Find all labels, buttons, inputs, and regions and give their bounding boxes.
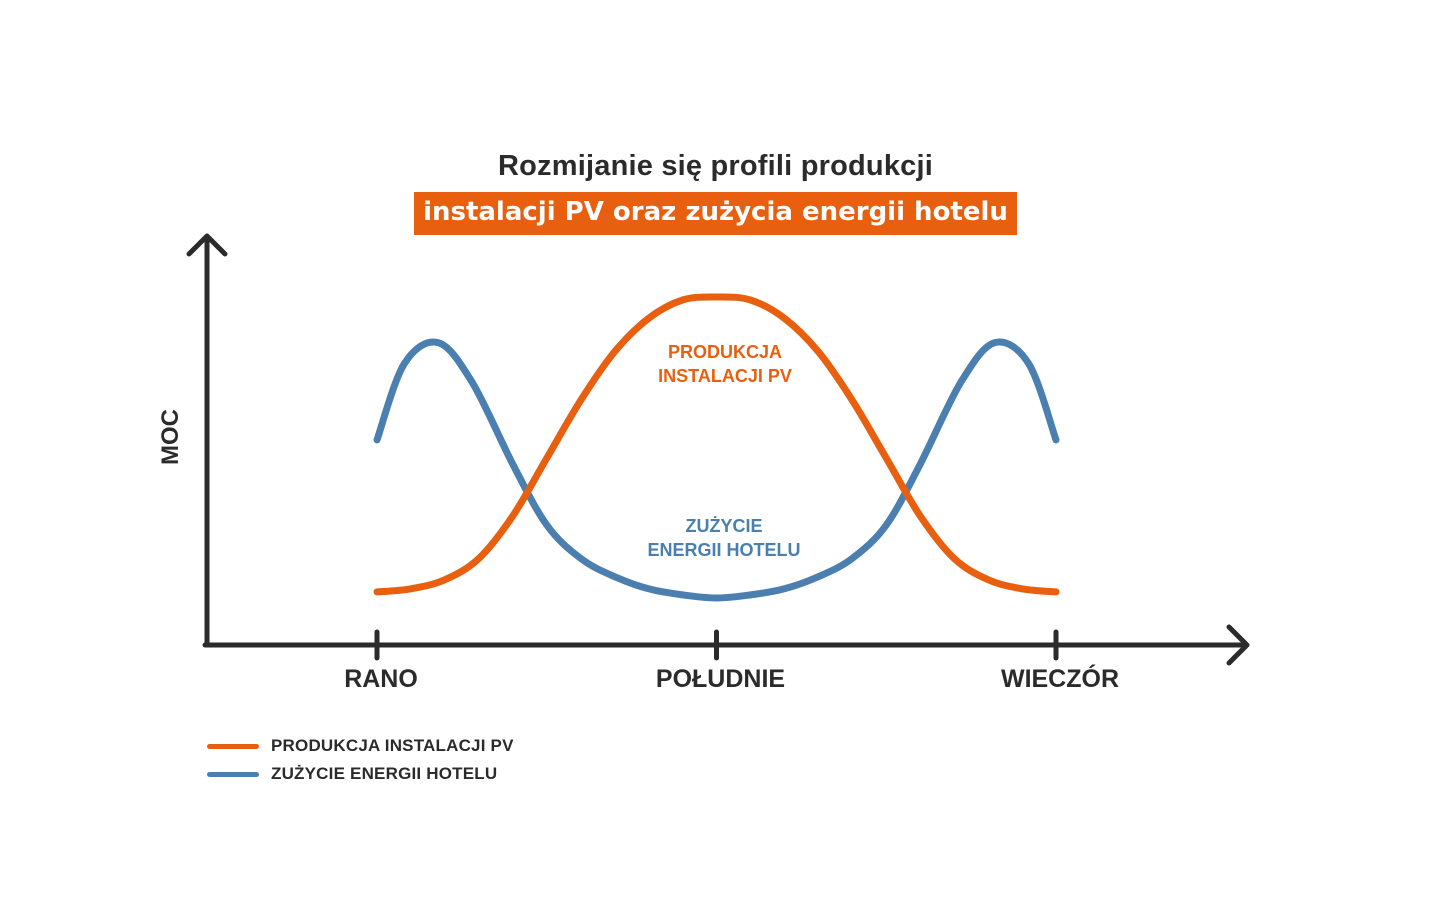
x-axis-arrow <box>1226 624 1250 666</box>
series-line-hotel <box>373 338 1060 602</box>
y-axis-label: MOC <box>157 409 184 465</box>
legend-item-hotel: ZUŻYCIE ENERGII HOTELU <box>207 760 514 788</box>
chart-title-line2: instalacji PV oraz zużycia energii hotel… <box>414 192 1017 235</box>
chart-title-line2-wrap: instalacji PV oraz zużycia energii hotel… <box>0 192 1431 235</box>
x-tick-label: RANO <box>344 665 418 693</box>
series-layer <box>373 293 1060 602</box>
series-annotations: PRODUKCJA INSTALACJI PV ZUŻYCIE ENERGII HOT… <box>647 342 800 560</box>
chart-title-line1: Rozmijanie się profili produkcji <box>497 150 934 182</box>
legend-swatch-hotel <box>207 771 259 777</box>
x-ticks: RANO POŁUDNIE WIECZÓR <box>344 629 1119 693</box>
series-line-pv <box>373 293 1060 596</box>
x-tick-label: WIECZÓR <box>1001 663 1119 693</box>
legend-label-hotel: ZUŻYCIE ENERGII HOTELU <box>271 764 498 783</box>
annotation-pv: PRODUKCJA INSTALACJI PV <box>658 342 792 386</box>
legend: PRODUKCJA INSTALACJI PV ZUŻYCIE ENERGII … <box>207 732 514 788</box>
legend-label-pv: PRODUKCJA INSTALACJI PV <box>271 736 514 755</box>
annotation-hotel: ZUŻYCIE ENERGII HOTELU <box>647 516 800 560</box>
legend-swatch-pv <box>207 743 259 749</box>
y-axis-arrow <box>186 233 228 257</box>
x-tick-label: POŁUDNIE <box>656 665 785 693</box>
legend-item-pv: PRODUKCJA INSTALACJI PV <box>207 732 514 760</box>
